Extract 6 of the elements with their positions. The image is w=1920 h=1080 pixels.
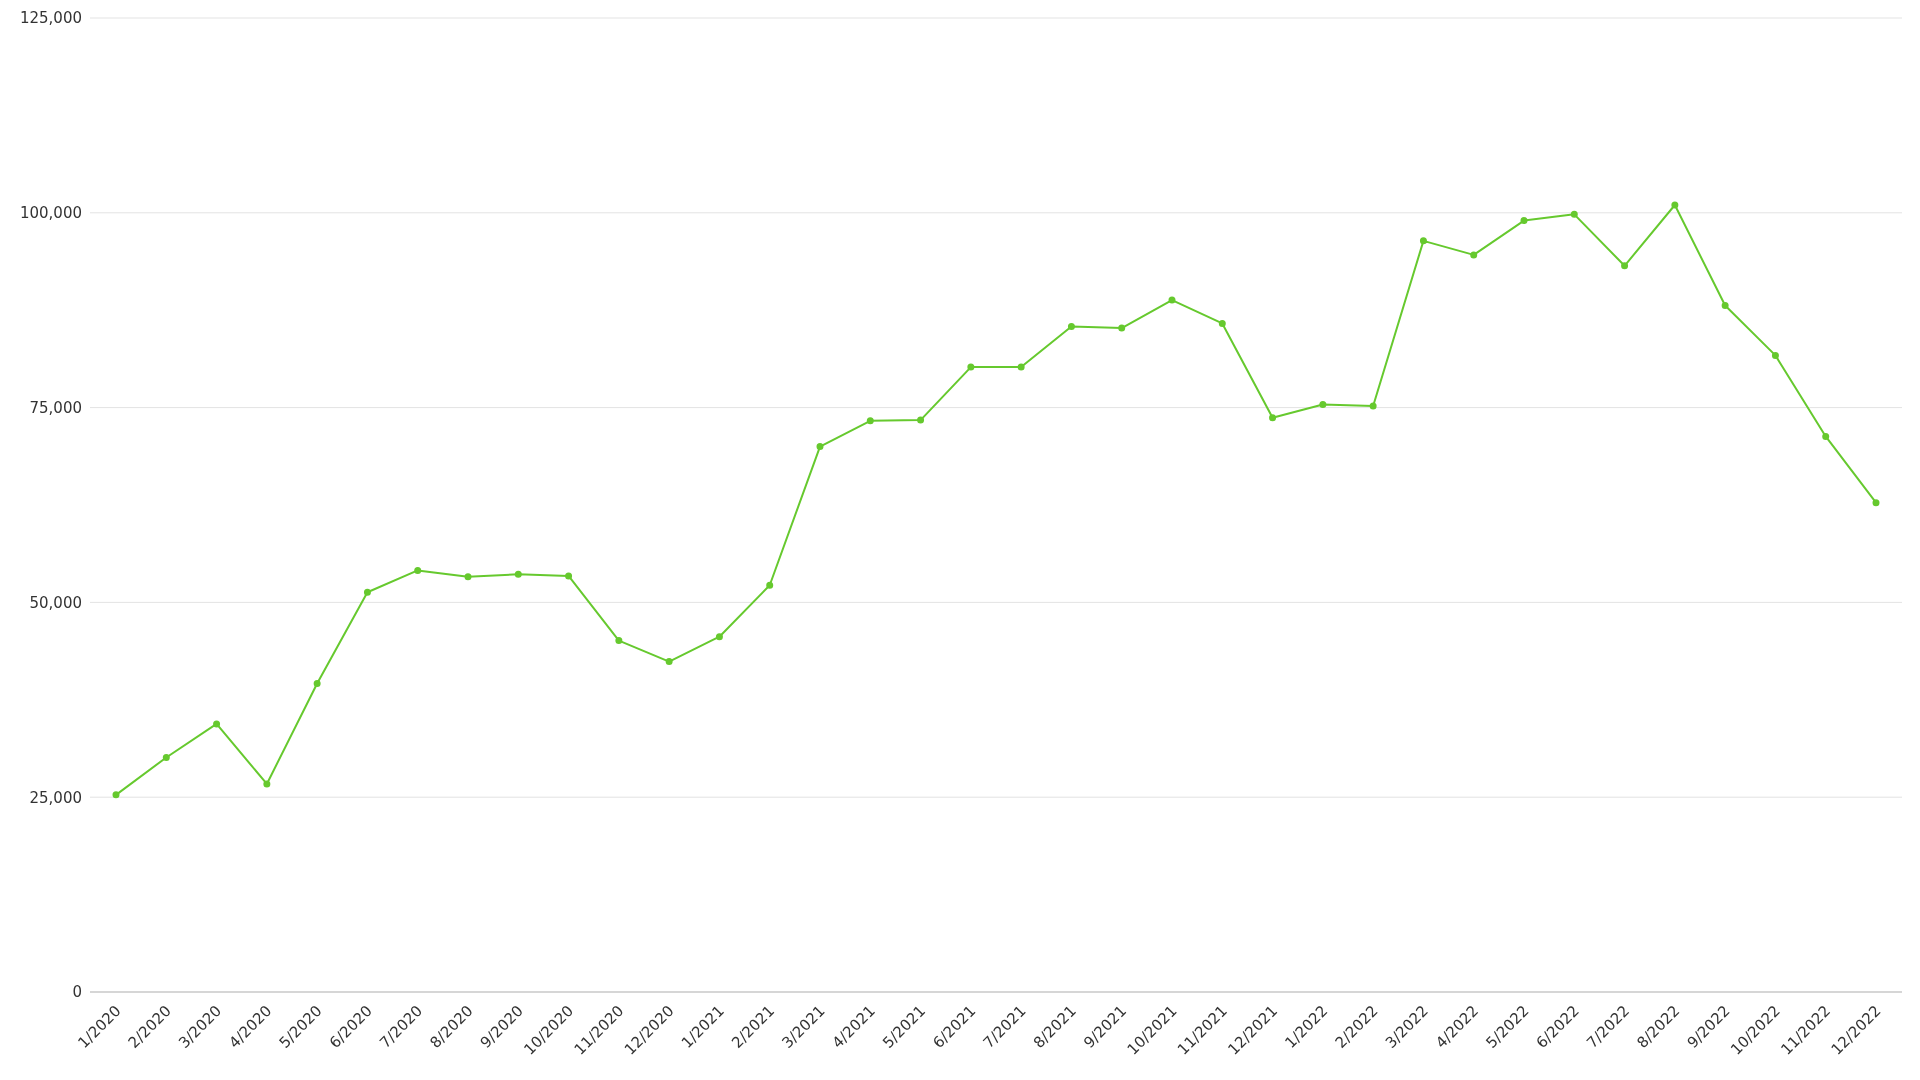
y-tick-label: 100,000 — [19, 204, 82, 223]
y-tick-label: 50,000 — [29, 593, 82, 612]
y-tick-label: 125,000 — [19, 9, 82, 28]
y-tick-label: 25,000 — [29, 788, 82, 807]
y-tick-label: 75,000 — [29, 398, 82, 417]
y-tick-label: 0 — [72, 983, 82, 1002]
